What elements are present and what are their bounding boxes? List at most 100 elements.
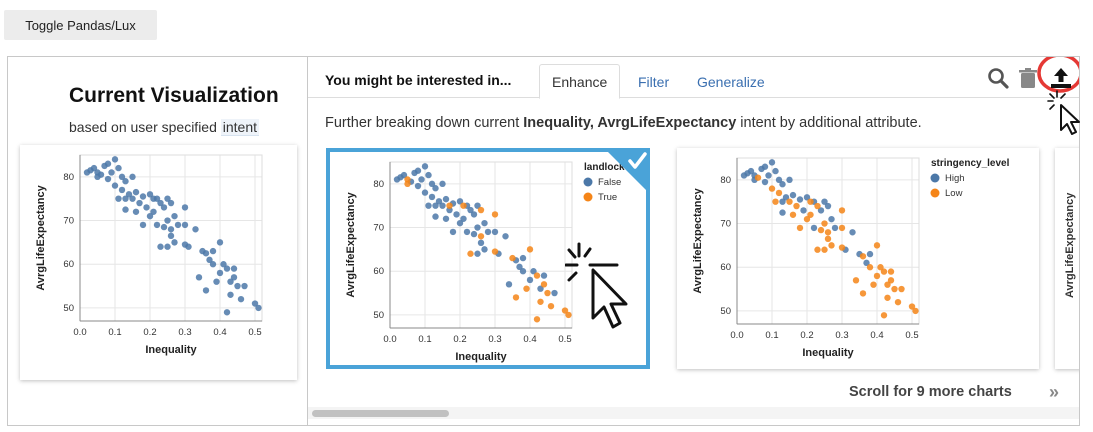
scatter-point — [509, 254, 516, 262]
current-visualization-title: Current Visualization — [69, 84, 279, 107]
scatter-point — [796, 224, 804, 232]
x-tick-label: 0.1 — [418, 334, 431, 345]
scatter-point — [122, 206, 129, 213]
scatter-point — [817, 226, 825, 234]
scatter-point — [129, 195, 136, 202]
description-prefix: Further breaking down current — [325, 115, 524, 131]
scatter-point — [195, 274, 203, 281]
scatter-point — [153, 221, 161, 229]
y-tick-label: 50 — [720, 306, 731, 317]
x-tick-label: 0.5 — [558, 334, 571, 345]
horizontal-scrollbar-thumb[interactable] — [312, 410, 449, 417]
current-visualization-subtitle: based on user specified intent — [69, 119, 260, 136]
scatter-point — [171, 239, 178, 246]
scatter-point — [502, 233, 509, 240]
legend-swatch — [583, 177, 593, 187]
scatter-point — [241, 282, 248, 290]
scatter-point — [824, 229, 832, 236]
scatter-point — [775, 176, 783, 184]
horizontal-scrollbar[interactable] — [308, 407, 1079, 419]
scatter-point — [146, 191, 154, 198]
scatter-point — [167, 232, 175, 240]
trash-icon[interactable] — [1016, 66, 1040, 90]
tab-generalize[interactable]: Generalize — [697, 73, 765, 90]
scatter-point — [164, 243, 171, 250]
scatter-point — [786, 176, 793, 184]
scatter-point — [150, 208, 157, 215]
x-tick-label: 0.3 — [488, 334, 501, 345]
scatter-point — [220, 261, 227, 268]
x-tick-label: 0.2 — [453, 334, 466, 345]
scatter-point — [821, 246, 828, 253]
scatter-point — [115, 195, 122, 202]
scatter-point — [185, 243, 192, 250]
legend-label: True — [598, 192, 617, 203]
scatter-point — [223, 265, 231, 272]
scatter-point — [887, 268, 895, 275]
scatter-point — [160, 223, 168, 231]
scatter-point — [446, 202, 453, 209]
scatter-point — [209, 247, 217, 255]
scatter-point — [216, 269, 224, 277]
scatter-point — [167, 199, 175, 207]
current-chart-card[interactable]: 0.0 0.1 0.2 0.3 0.4 0.5 50 60 70 80 Inequality Avrg… — [20, 145, 297, 380]
description-suffix: intent by additional attribute. — [736, 115, 922, 131]
scatter-point — [533, 316, 541, 323]
scatter-point — [202, 287, 210, 294]
scatter-point — [544, 289, 551, 297]
scatter-point — [512, 294, 520, 301]
scatter-point — [519, 254, 527, 262]
scatter-point — [491, 211, 499, 218]
search-icon[interactable] — [986, 66, 1010, 90]
scatter-point — [873, 242, 881, 249]
scatter-point — [470, 211, 478, 218]
scatter-point — [428, 180, 436, 188]
scatter-point — [523, 285, 530, 292]
partial-chart-axis: AvrgLifeExpectancy — [1064, 192, 1076, 298]
scatter-point — [807, 211, 814, 218]
y-tick-label: 60 — [63, 259, 74, 270]
scatter-point — [477, 233, 485, 240]
scroll-arrows-icon[interactable]: » — [1049, 382, 1060, 402]
scatter-point — [400, 171, 408, 179]
scatter-point — [171, 212, 178, 220]
subtitle-prefix: based on user specified — [69, 119, 221, 135]
scatter-point — [108, 169, 115, 176]
scatter-point — [157, 243, 164, 250]
scatter-point — [779, 198, 786, 205]
recommended-chart-card-landlock[interactable]: 0.0 0.1 0.2 0.3 0.4 0.5 50 60 70 80 Inequality Avrg… — [326, 148, 650, 369]
toggle-pandas-lux-button[interactable]: Toggle Pandas/Lux — [4, 10, 157, 40]
y-tick-label: 70 — [63, 216, 74, 227]
scatter-point — [164, 217, 171, 224]
scatter-point — [227, 291, 234, 298]
recommendations-pane: You might be interested in... Enhance Fi… — [308, 57, 1079, 425]
export-icon[interactable] — [1049, 66, 1073, 90]
scatter-point — [533, 272, 541, 279]
export-highlight-circle — [1037, 57, 1079, 93]
scatter-point — [474, 202, 481, 209]
scatter-point — [887, 277, 895, 284]
scatter-point — [880, 268, 888, 275]
tab-enhance[interactable]: Enhance — [539, 64, 621, 99]
recommended-chart-card-stringency[interactable]: 0.0 0.1 0.2 0.3 0.4 0.5 50 60 70 80 Inequality Avrg… — [677, 148, 1039, 369]
y-tick-label: 80 — [373, 179, 384, 190]
x-axis-label: Inequality — [455, 351, 507, 363]
scatter-point — [477, 206, 485, 214]
scatter-point — [814, 246, 821, 253]
scatter-point — [565, 311, 572, 319]
scatter-point — [779, 181, 786, 188]
scatter-point — [474, 224, 481, 231]
scatter-point — [125, 191, 133, 198]
scatter-point — [463, 228, 471, 236]
scatter-point — [898, 285, 905, 293]
scatter-point — [866, 264, 874, 271]
scatter-point — [425, 202, 432, 209]
recommended-chart-card-partial[interactable]: AvrgLifeExpectancy — [1055, 148, 1079, 369]
scatter-point — [481, 219, 488, 227]
scatter-point — [439, 180, 446, 188]
export-cursor-icon — [1047, 90, 1080, 135]
scatter-point — [491, 248, 499, 255]
tab-filter[interactable]: Filter — [638, 73, 670, 90]
intent-link[interactable]: intent — [220, 119, 260, 136]
scatter-point — [786, 198, 793, 205]
